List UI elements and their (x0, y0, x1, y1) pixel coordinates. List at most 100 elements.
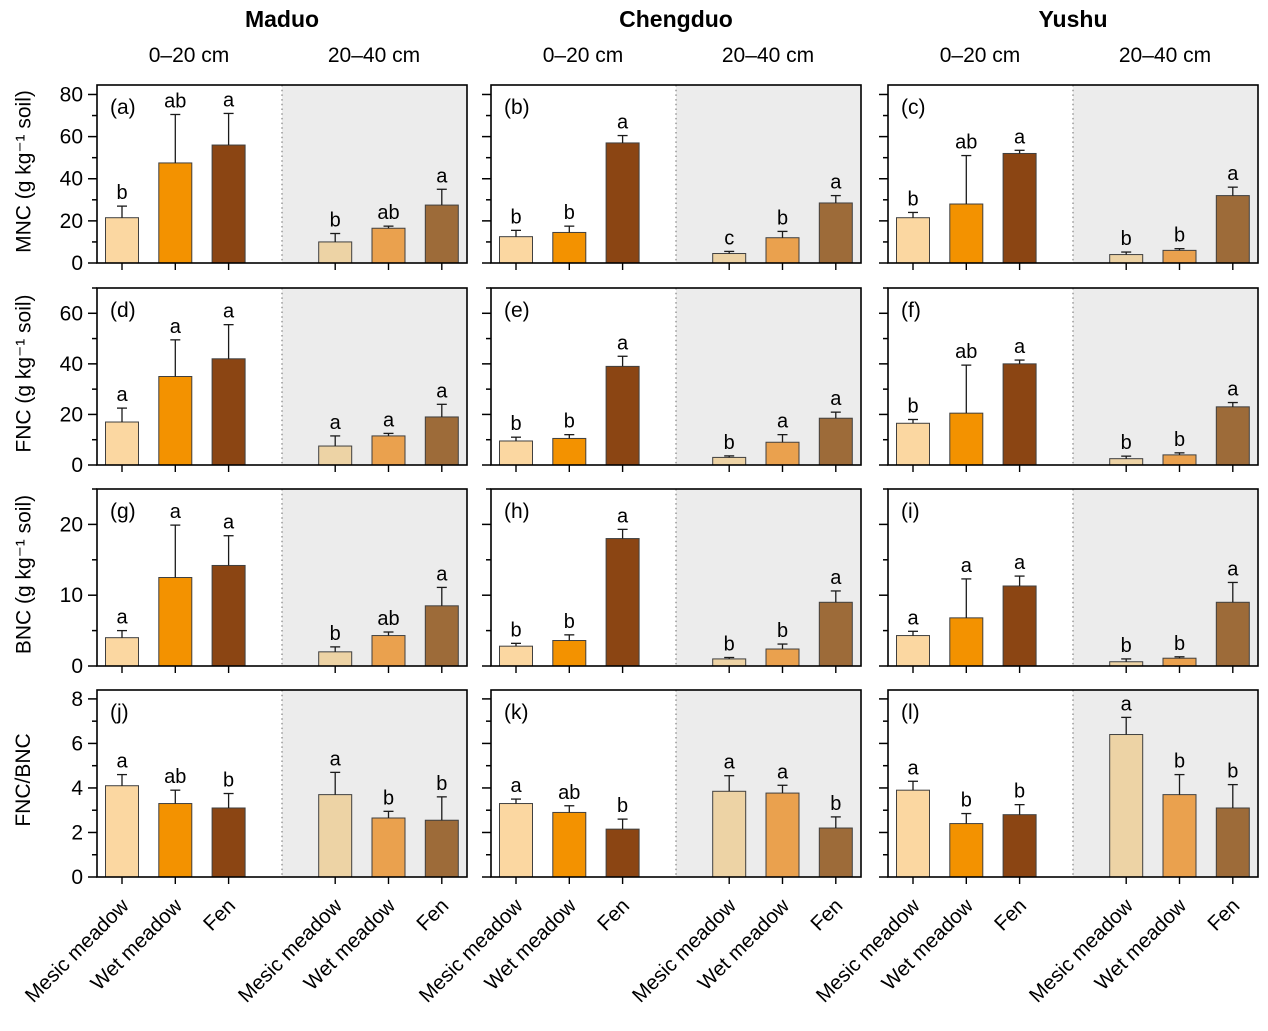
bar-mesic-meadow (318, 651, 353, 667)
bar-fen (818, 202, 853, 264)
x-category-label: Fen (412, 894, 453, 935)
bar-fen (605, 538, 640, 667)
x-category-label: Fen (806, 894, 847, 935)
significance-letter: a (223, 301, 235, 323)
y-tick-label: 20 (60, 210, 83, 233)
bar-wet-meadow (765, 237, 800, 264)
panel-frame (96, 287, 468, 466)
significance-letter: b (330, 210, 341, 232)
significance-letter: a (1227, 558, 1239, 580)
significance-letter: b (961, 790, 972, 812)
significance-letter: b (510, 206, 521, 228)
significance-letter: b (724, 634, 735, 656)
bar-mesic-meadow (896, 789, 930, 878)
bar-mesic-meadow (105, 217, 139, 264)
depth-header: 20–40 cm (327, 44, 421, 67)
x-category-label: Fen (199, 894, 240, 935)
significance-letter: a (961, 555, 973, 577)
significance-letter: ab (164, 90, 186, 112)
bar-mesic-meadow (105, 785, 139, 878)
significance-letter: a (223, 89, 235, 111)
column-header-yushu: Yushu (1038, 6, 1108, 32)
panel-frame (887, 84, 1259, 264)
bar-wet-meadow (765, 792, 800, 878)
panel-letter: (c) (901, 96, 926, 119)
bar-mesic-meadow (712, 456, 747, 466)
bar-mesic-meadow (1109, 734, 1144, 878)
bar-mesic-meadow (896, 217, 930, 264)
bar-fen (424, 416, 459, 466)
significance-letter: a (907, 757, 919, 779)
bar-wet-meadow (552, 640, 587, 667)
significance-letter: a (1121, 693, 1133, 715)
bar-fen (211, 358, 246, 466)
bar-fen (1002, 152, 1037, 264)
significance-letter: b (330, 623, 341, 645)
significance-letter: b (510, 619, 521, 641)
bar-fen (605, 142, 640, 264)
significance-letter: b (510, 413, 521, 435)
panel-frame (490, 689, 862, 878)
significance-letter: b (1121, 635, 1132, 657)
bar-fen (1215, 406, 1250, 466)
bar-fen (1002, 585, 1037, 667)
significance-letter: b (1174, 429, 1185, 451)
significance-letter: a (116, 384, 128, 406)
bar-wet-meadow (371, 635, 406, 667)
column-header-chengduo: Chengduo (619, 6, 733, 32)
column-header-maduo: Maduo (244, 6, 320, 32)
bar-wet-meadow (949, 617, 984, 667)
bar-wet-meadow (158, 577, 193, 667)
depth-header: 0–20 cm (939, 44, 1021, 67)
significance-letter: a (436, 563, 448, 585)
bar-fen (424, 819, 459, 878)
bar-wet-meadow (371, 227, 406, 264)
significance-letter: b (1174, 225, 1185, 247)
panel-letter: (e) (504, 299, 530, 322)
y-tick-label: 0 (71, 454, 83, 477)
significance-letter: c (724, 227, 734, 249)
significance-letter: b (777, 620, 788, 642)
panel-letter: (l) (901, 701, 920, 724)
significance-letter: a (830, 388, 842, 410)
depth-header: 20–40 cm (721, 44, 815, 67)
panel-frame (96, 689, 468, 878)
significance-letter: b (1174, 633, 1185, 655)
bar-fen (211, 144, 246, 264)
bar-fen (1002, 363, 1037, 466)
significance-letter: a (510, 775, 522, 797)
panel-letter: (b) (504, 96, 530, 119)
y-tick-label: 10 (60, 584, 83, 607)
y-tick-label: 20 (60, 403, 83, 426)
y-tick-label: 60 (60, 302, 83, 325)
significance-letter: b (1174, 751, 1185, 773)
y-tick-label: 20 (60, 513, 83, 536)
significance-letter: ab (377, 608, 399, 630)
bar-fen (818, 827, 853, 878)
bar-fen (1215, 601, 1250, 667)
panel-letter: (a) (110, 96, 136, 119)
bar-wet-meadow (158, 162, 193, 264)
significance-letter: b (436, 773, 447, 795)
bar-fen (605, 828, 640, 878)
y-tick-label: 2 (71, 821, 83, 844)
bar-wet-meadow (949, 412, 984, 466)
significance-letter: a (830, 567, 842, 589)
depth-header: 0–20 cm (542, 44, 624, 67)
significance-letter: a (116, 751, 128, 773)
panel-letter: (j) (110, 701, 129, 724)
bar-wet-meadow (765, 441, 800, 466)
bar-wet-meadow (765, 648, 800, 667)
bar-wet-meadow (1162, 454, 1197, 466)
x-category-label: Fen (990, 894, 1031, 935)
x-category-label: Fen (1203, 894, 1244, 935)
panel-letter: (i) (901, 500, 920, 523)
bar-wet-meadow (371, 817, 406, 878)
significance-letter: a (617, 505, 629, 527)
y-tick-label: 0 (71, 655, 83, 678)
panel-frame (490, 488, 862, 667)
depth-header: 0–20 cm (148, 44, 230, 67)
significance-letter: a (1014, 126, 1026, 148)
y-tick-label: 40 (60, 168, 83, 191)
